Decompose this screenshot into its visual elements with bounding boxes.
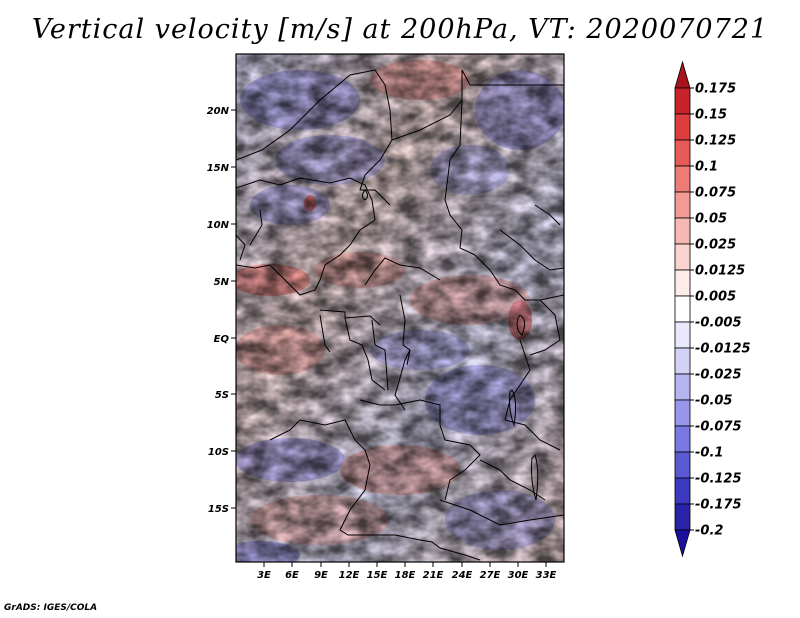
grads-credit: GrADS: IGES/COLA bbox=[4, 603, 98, 613]
colorbar-swatch bbox=[674, 113, 691, 141]
colorbar-label: -0.025 bbox=[695, 368, 742, 383]
colorbar-swatch bbox=[674, 295, 691, 323]
colorbar-swatch bbox=[674, 399, 691, 427]
colorbar-label: -0.125 bbox=[695, 472, 742, 487]
lon-label: 24E bbox=[452, 570, 473, 581]
colorbar-swatch bbox=[674, 321, 691, 349]
country-borders bbox=[236, 69, 564, 561]
colorbar-swatch bbox=[674, 217, 691, 245]
colorbar-label: -0.2 bbox=[695, 524, 723, 539]
colorbar-label: 0.175 bbox=[695, 82, 736, 97]
colorbar-swatch bbox=[674, 269, 691, 297]
colorbar-bottom-arrow bbox=[674, 529, 691, 558]
colorbar-label: 0.1 bbox=[695, 160, 718, 175]
colorbar-label: 0.075 bbox=[695, 186, 736, 201]
lat-label: 10N bbox=[207, 220, 230, 231]
colorbar-label: -0.175 bbox=[695, 498, 742, 513]
colorbar-swatch bbox=[674, 503, 691, 531]
lon-label: 9E bbox=[314, 570, 328, 581]
colorbar-label: -0.005 bbox=[695, 316, 742, 331]
colorbar-label: 0.125 bbox=[695, 134, 736, 149]
colorbar-swatch bbox=[674, 87, 691, 115]
colorbar-swatch bbox=[674, 243, 691, 271]
colorbar-swatch bbox=[674, 373, 691, 401]
map-frame bbox=[235, 53, 565, 563]
colorbar-top-arrow bbox=[674, 60, 691, 89]
colorbar-swatch bbox=[674, 451, 691, 479]
lon-label: 30E bbox=[508, 570, 529, 581]
colorbar-label: 0.05 bbox=[695, 212, 727, 227]
lon-label: 15E bbox=[367, 570, 388, 581]
lat-label: 10S bbox=[208, 447, 229, 458]
colorbar-swatch bbox=[674, 425, 691, 453]
colorbar-label: 0.025 bbox=[695, 238, 736, 253]
lon-label: 27E bbox=[480, 570, 501, 581]
colorbar-swatch bbox=[674, 191, 691, 219]
lon-label: 12E bbox=[339, 570, 360, 581]
lon-label: 3E bbox=[257, 570, 271, 581]
map-title: Vertical velocity [m/s] at 200hPa, VT: 2… bbox=[31, 14, 769, 45]
colorbar-swatch bbox=[674, 165, 691, 193]
lon-label: 21E bbox=[423, 570, 444, 581]
lat-label: 5N bbox=[214, 277, 230, 288]
colorbar-label: 0.0125 bbox=[695, 264, 745, 279]
colorbar-label: -0.05 bbox=[695, 394, 732, 409]
lakes bbox=[362, 189, 539, 501]
lat-label: 20N bbox=[207, 106, 230, 117]
colorbar: 0.175 0.15 0.125 0.1 0.075 0.05 0.025 0.0125 0.0… bbox=[674, 60, 751, 558]
longitude-axis: 3E 6E 9E 12E 15E 18E 21E 24E 27E 30E 33E bbox=[257, 562, 557, 581]
colorbar-label: -0.0125 bbox=[695, 342, 751, 357]
colorbar-swatch bbox=[674, 477, 691, 505]
lat-label: EQ bbox=[214, 334, 230, 345]
colorbar-swatch bbox=[674, 139, 691, 167]
lat-label: 5S bbox=[215, 390, 229, 401]
colorbar-label: -0.075 bbox=[695, 420, 742, 435]
lat-label: 15S bbox=[208, 504, 229, 515]
colorbar-swatch bbox=[674, 347, 691, 375]
vertical-velocity-field bbox=[236, 54, 564, 562]
latitude-axis: 20N 15N 10N 5N EQ 5S 10S 15S bbox=[207, 106, 236, 515]
lon-label: 6E bbox=[285, 570, 299, 581]
colorbar-label: -0.1 bbox=[695, 446, 723, 461]
colorbar-label: 0.005 bbox=[695, 290, 736, 305]
lon-label: 18E bbox=[395, 570, 416, 581]
lon-label: 33E bbox=[536, 570, 557, 581]
colorbar-label: 0.15 bbox=[695, 108, 727, 123]
lat-label: 15N bbox=[207, 163, 230, 174]
